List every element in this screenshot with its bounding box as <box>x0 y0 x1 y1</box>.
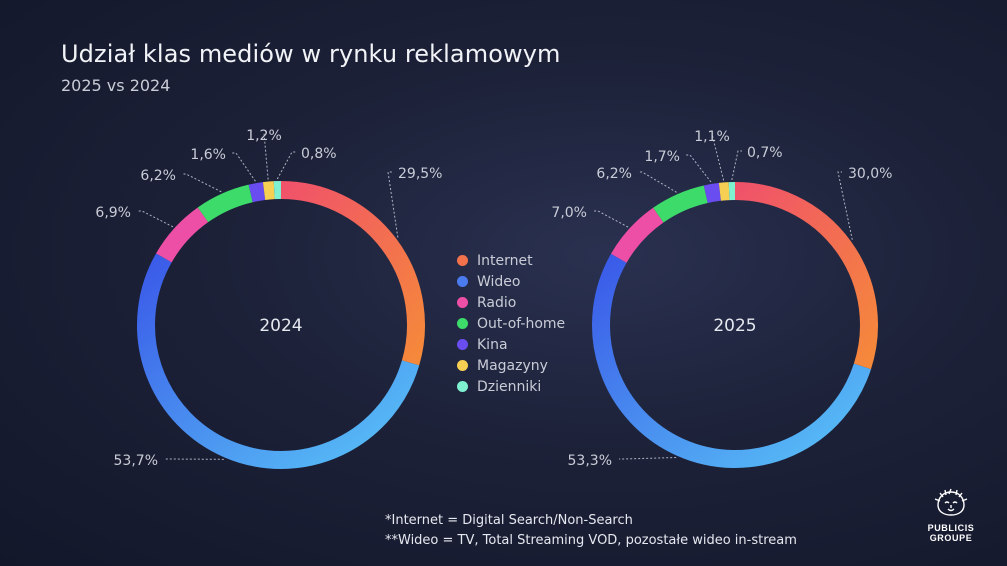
legend-swatch <box>457 276 468 287</box>
donut-center-label: 2024 <box>259 316 302 336</box>
logo-line-1: PUBLICIS <box>927 523 975 533</box>
leader-line <box>138 210 174 228</box>
leader-line <box>837 171 853 240</box>
value-label-kina: 1,6% <box>190 147 226 163</box>
footnote-internet: *Internet = Digital Search/Non-Search <box>385 513 633 528</box>
legend-swatch <box>457 255 468 266</box>
legend-label: Radio <box>477 294 517 311</box>
donut-segment-out-of-home <box>197 184 253 223</box>
legend-item: Wideo <box>457 273 565 290</box>
legend-swatch <box>457 381 468 392</box>
legend-label: Dzienniki <box>477 378 542 395</box>
legend-item: Kina <box>457 336 565 353</box>
leader-line <box>232 152 256 182</box>
legend-swatch <box>457 339 468 350</box>
legend-swatch <box>457 297 468 308</box>
donut-segment-wideo <box>137 253 420 469</box>
donut-segment-out-of-home <box>653 185 708 223</box>
donut-segment-radio <box>156 207 209 263</box>
leader-line <box>276 151 296 180</box>
donut-2025: 2025 30,0% 53,3% 7,0% 6,2% 1,7% 1,1% 0,7% <box>551 129 892 469</box>
legend-label: Wideo <box>477 273 521 290</box>
donut-segment-magazyny <box>262 181 275 201</box>
legend-label: Out-of-home <box>477 315 566 332</box>
value-label-out-of-home: 6,2% <box>596 166 632 182</box>
legend-item: Magazyny <box>457 357 565 374</box>
footnotes: *Internet = Digital Search/Non-Search **… <box>385 511 797 551</box>
footnote-wideo: **Wideo = TV, Total Streaming VOD, pozos… <box>385 533 797 548</box>
publicis-logo: PUBLICIS GROUPE <box>915 488 987 543</box>
leader-line <box>686 154 712 183</box>
leader-line <box>638 171 677 193</box>
legend-label: Internet <box>477 252 533 269</box>
legend-label: Kina <box>477 336 508 353</box>
value-label-wideo: 53,7% <box>114 453 158 469</box>
value-label-magazyny: 1,2% <box>246 128 282 144</box>
donut-segment-kina <box>703 182 721 204</box>
value-label-wideo: 53,3% <box>568 453 612 469</box>
legend-item: Radio <box>457 294 565 311</box>
lion-head-icon <box>934 488 968 516</box>
value-label-dzienniki: 0,8% <box>301 146 337 162</box>
chart-subtitle: 2025 vs 2024 <box>61 76 171 95</box>
legend-item: Dzienniki <box>457 378 565 395</box>
legend-item: Internet <box>457 252 565 269</box>
legend-swatch <box>457 360 468 371</box>
leader-line <box>182 173 222 193</box>
donut-segment-internet <box>734 182 878 370</box>
value-label-radio: 6,9% <box>95 205 131 221</box>
donut-segment-magazyny <box>718 182 730 201</box>
legend-label: Magazyny <box>477 357 548 374</box>
legend-swatch <box>457 318 468 329</box>
leader-line <box>731 150 742 181</box>
donut-segment-wideo <box>592 253 871 468</box>
legend: Internet Wideo Radio Out-of-home Kina Magazyn… <box>457 252 565 395</box>
chart-title: Udział klas mediów w rynku reklamowym <box>61 40 561 68</box>
legend-item: Out-of-home <box>457 315 565 332</box>
leader-line <box>594 210 629 228</box>
value-label-radio: 7,0% <box>551 205 587 221</box>
donut-2024: 2024 29,5% 53,7% 6,9% 6,2% 1,6% 1,2% 0,8% <box>95 128 442 469</box>
leader-line <box>619 457 677 460</box>
value-label-internet: 29,5% <box>398 166 442 182</box>
donut-segment-internet <box>280 181 425 366</box>
value-label-out-of-home: 6,2% <box>140 168 176 184</box>
value-label-kina: 1,7% <box>644 149 680 165</box>
value-label-dzienniki: 0,7% <box>747 145 783 161</box>
donut-segment-radio <box>611 207 664 263</box>
leader-line <box>387 171 399 238</box>
value-label-magazyny: 1,1% <box>694 129 730 145</box>
logo-line-2: GROUPE <box>929 533 973 543</box>
donut-segment-kina <box>248 182 266 203</box>
value-label-internet: 30,0% <box>848 166 892 182</box>
donut-center-label: 2025 <box>713 316 756 336</box>
